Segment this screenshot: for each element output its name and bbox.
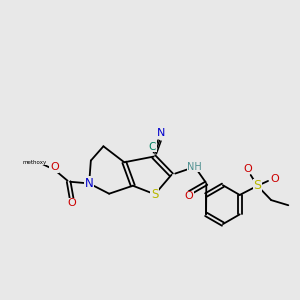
Text: S: S bbox=[254, 179, 261, 192]
Text: N: N bbox=[157, 128, 166, 138]
Text: methoxy: methoxy bbox=[23, 160, 47, 165]
Text: O: O bbox=[243, 164, 252, 174]
Text: NH: NH bbox=[188, 162, 202, 172]
Text: O: O bbox=[50, 162, 59, 172]
Text: C: C bbox=[148, 142, 156, 152]
Text: O: O bbox=[184, 191, 193, 201]
Text: S: S bbox=[151, 188, 158, 201]
Text: O: O bbox=[271, 174, 280, 184]
Text: N: N bbox=[85, 177, 94, 190]
Text: O: O bbox=[67, 198, 76, 208]
